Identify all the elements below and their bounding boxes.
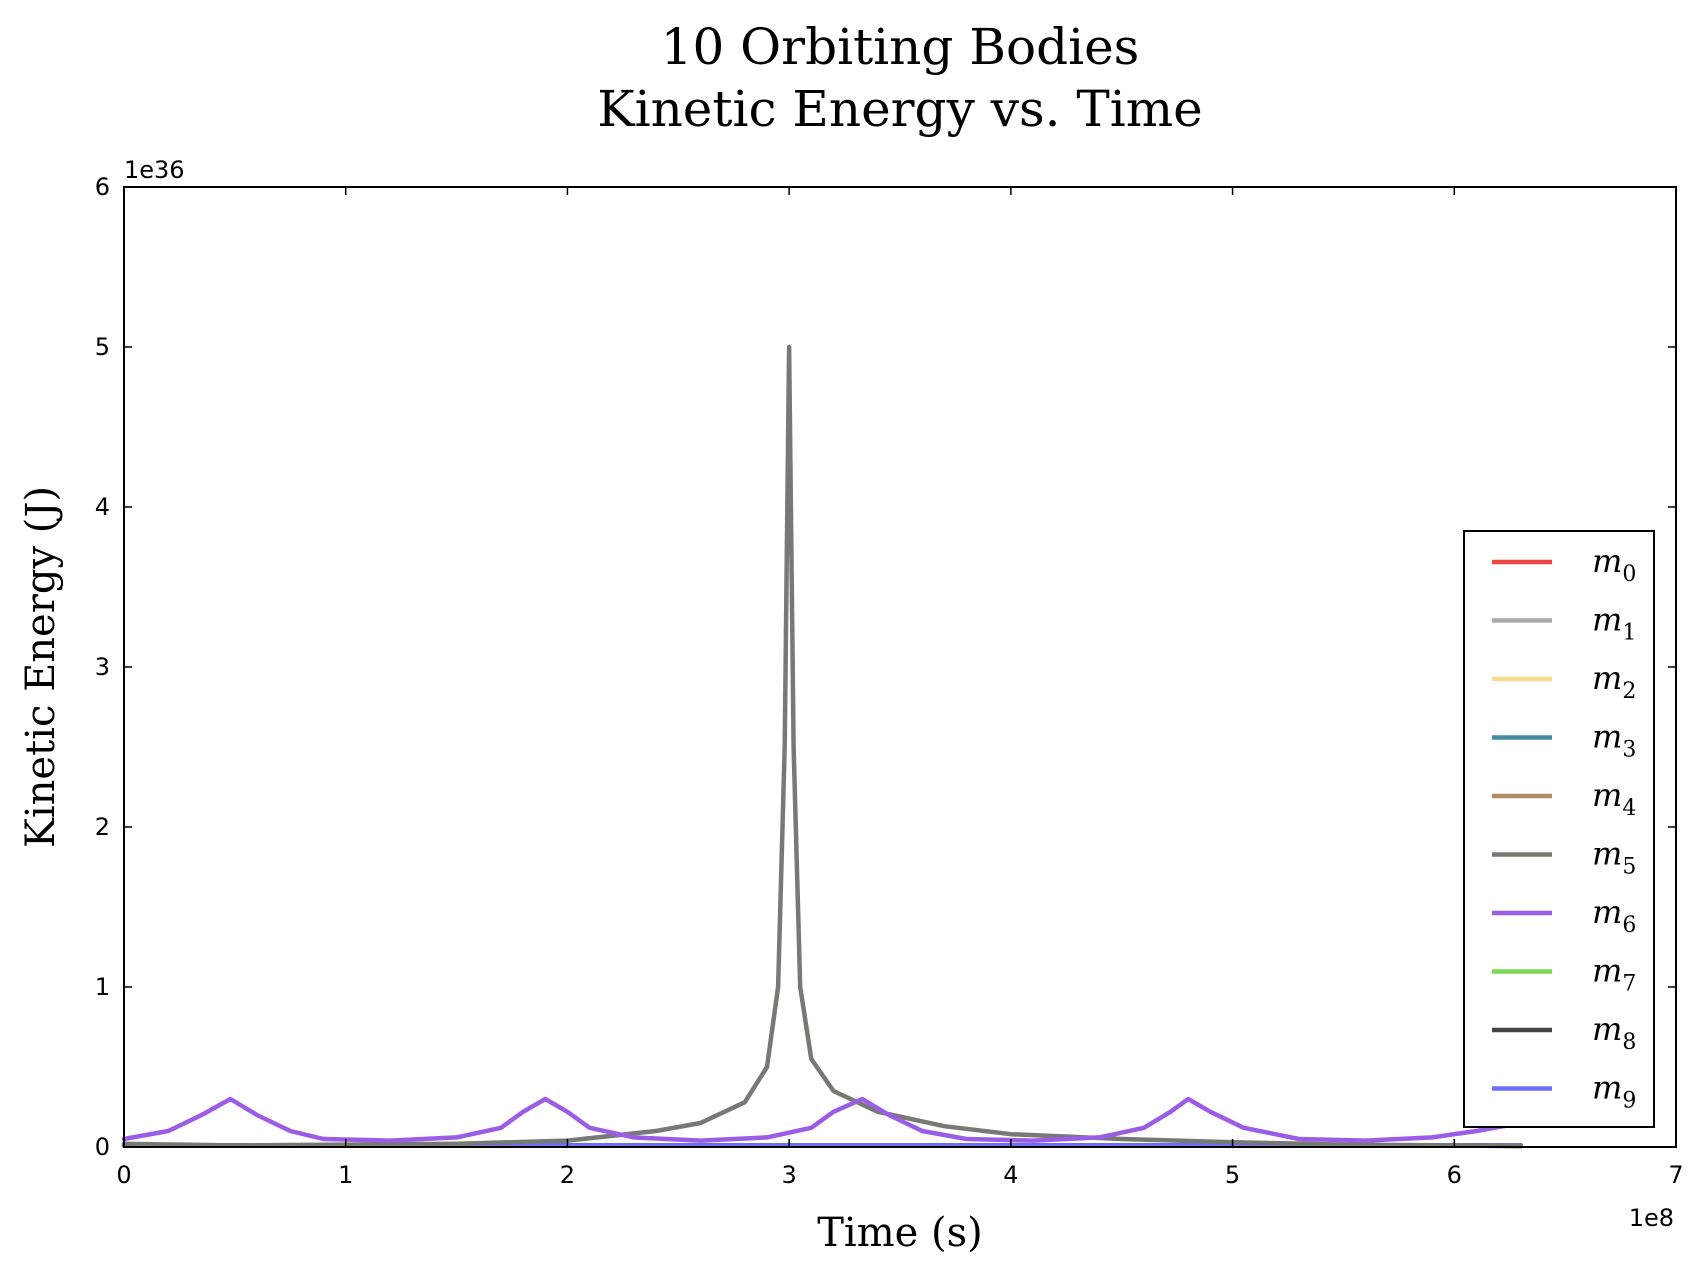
legend-label-subscript: 7 <box>1622 972 1636 997</box>
y-tick-label: 0 <box>95 1133 110 1161</box>
y-tick-label: 2 <box>95 813 110 841</box>
legend-label-subscript: 1 <box>1622 621 1636 646</box>
legend-label-m2: m2 <box>1592 659 1636 704</box>
x-tick-label: 5 <box>1225 1161 1240 1189</box>
x-tick-label: 2 <box>560 1161 575 1189</box>
legend-label-m0: m0 <box>1592 542 1636 587</box>
series-line-m6 <box>121 1096 1524 1143</box>
legend-label-m1: m1 <box>1592 601 1636 646</box>
x-tick-label: 7 <box>1668 1161 1683 1189</box>
legend-label-subscript: 4 <box>1622 796 1636 821</box>
legend-label-base: m <box>1592 1010 1622 1048</box>
legend-label-subscript: 8 <box>1622 1030 1636 1055</box>
legend-label-subscript: 9 <box>1622 1089 1636 1114</box>
y-tick-label: 5 <box>95 333 110 361</box>
x-tick-label: 0 <box>116 1161 131 1189</box>
y-axis-ticks: 0 1 2 3 4 5 6 <box>95 173 1676 1161</box>
legend-label-base: m <box>1592 1069 1622 1107</box>
legend-label-m5: m5 <box>1592 835 1636 880</box>
legend-label-subscript: 3 <box>1622 738 1636 763</box>
y-tick-label: 1 <box>95 973 110 1001</box>
x-tick-label: 1 <box>338 1161 353 1189</box>
legend-label-base: m <box>1592 776 1622 814</box>
chart-title-line1: 10 Orbiting Bodies <box>661 18 1140 76</box>
legend-box <box>1463 530 1655 1128</box>
x-tick-label: 6 <box>1447 1161 1462 1189</box>
legend-label-m4: m4 <box>1592 776 1636 821</box>
plot-frame <box>123 186 1677 1148</box>
legend-label-subscript: 2 <box>1622 679 1636 704</box>
legend-label-subscript: 0 <box>1622 562 1636 587</box>
series-line-m5 <box>121 344 1524 1149</box>
legend-label-m3: m3 <box>1592 718 1636 763</box>
x-offset-text: 1e8 <box>1629 1204 1674 1232</box>
series-layer <box>121 344 1524 1149</box>
legend-label-base: m <box>1592 601 1622 639</box>
y-tick-label: 4 <box>95 493 110 521</box>
x-tick-label: 4 <box>1003 1161 1018 1189</box>
legend-label-m7: m7 <box>1592 952 1636 997</box>
legend-label-m9: m9 <box>1592 1069 1636 1114</box>
x-axis-ticks: 0 1 2 3 4 5 6 7 <box>116 187 1684 1189</box>
legend-label-base: m <box>1592 659 1622 697</box>
legend-label-base: m <box>1592 893 1622 931</box>
y-tick-label: 3 <box>95 653 110 681</box>
x-axis-label: Time (s) <box>817 1210 983 1256</box>
legend-label-subscript: 6 <box>1622 913 1636 938</box>
x-tick-label: 3 <box>782 1161 797 1189</box>
y-axis-label: Kinetic Energy (J) <box>18 486 64 848</box>
y-offset-text: 1e36 <box>124 156 185 184</box>
legend-label-base: m <box>1592 952 1622 990</box>
legend-label-base: m <box>1592 718 1622 756</box>
legend-label-base: m <box>1592 835 1622 873</box>
legend-label-m6: m6 <box>1592 893 1636 938</box>
legend-label-subscript: 5 <box>1622 855 1636 880</box>
y-tick-label: 6 <box>95 173 110 201</box>
legend-label-m8: m8 <box>1592 1010 1636 1055</box>
legend-label-base: m <box>1592 542 1622 580</box>
chart-title-line2: Kinetic Energy vs. Time <box>597 80 1203 138</box>
plot-area <box>121 186 1677 1149</box>
